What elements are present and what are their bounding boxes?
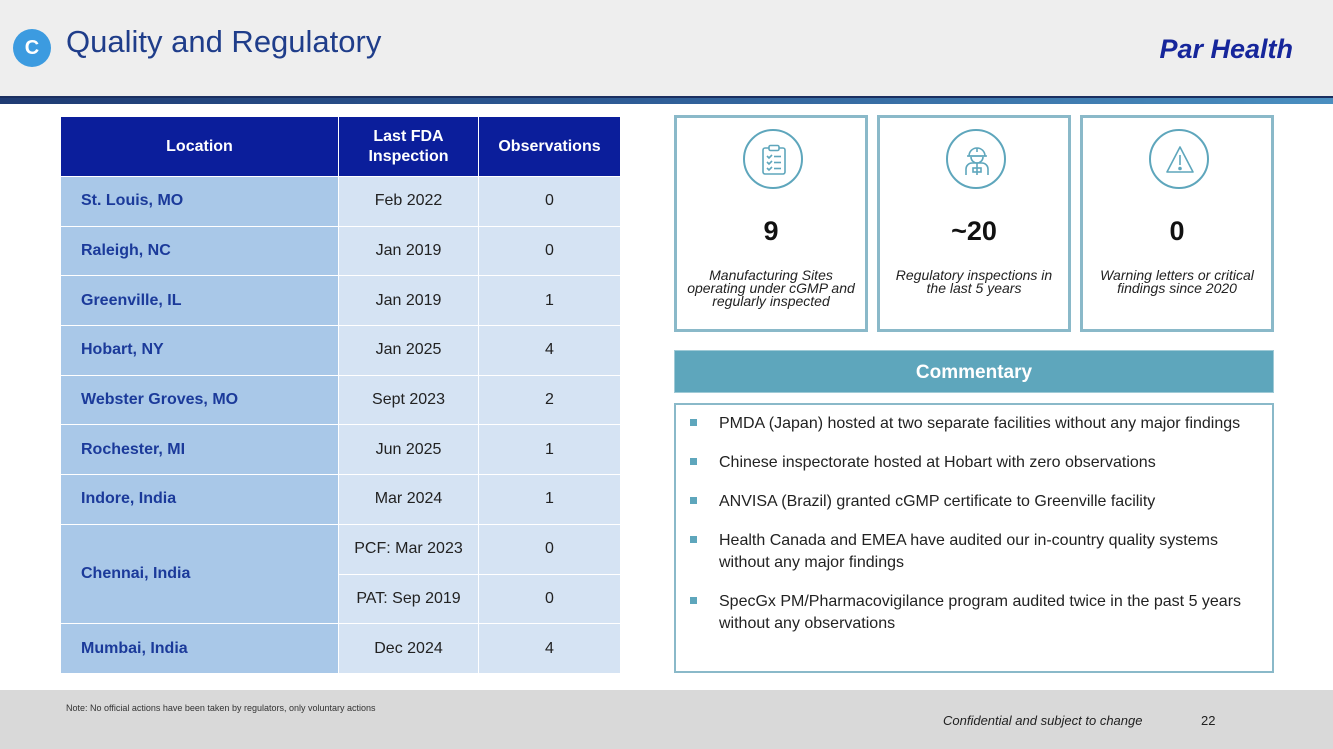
stat-value: ~20 <box>951 216 997 246</box>
list-item-text: ANVISA (Brazil) granted cGMP certificate… <box>719 493 1156 510</box>
location-cell: Webster Groves, MO <box>60 374 339 426</box>
observations-cell: 0 <box>478 176 621 227</box>
observations-cell: 1 <box>478 424 621 476</box>
column-header-location: Location <box>60 116 339 177</box>
inspection-cell: Dec 2024 <box>338 623 479 674</box>
brand-logo-text: Par Health <box>1159 34 1293 64</box>
location-cell: Raleigh, NC <box>60 225 339 277</box>
table-row: Chennai, India PCF: Mar 2023 0 <box>60 523 621 625</box>
table-row: Hobart, NY Jan 2025 4 <box>60 325 621 376</box>
table-row: Rochester, MI Jun 2025 1 <box>60 424 621 476</box>
warning-triangle-icon <box>1149 129 1209 189</box>
commentary-box: PMDA (Japan) hosted at two separate faci… <box>674 403 1274 673</box>
list-item-text: PMDA (Japan) hosted at two separate faci… <box>719 415 1241 432</box>
stat-caption: Manufacturing Sites operating under cGMP… <box>687 267 855 309</box>
stat-value: 0 <box>1169 216 1185 246</box>
clipboard-checklist-icon <box>743 129 803 189</box>
location-cell: St. Louis, MO <box>60 176 339 227</box>
inspection-cell: PCF: Mar 2023 <box>338 523 479 575</box>
inspection-cell: PAT: Sep 2019 <box>338 573 479 625</box>
page-title: Quality and Regulatory <box>66 24 382 59</box>
location-cell: Hobart, NY <box>60 325 339 376</box>
table-row: Mumbai, India Dec 2024 4 <box>60 623 621 674</box>
stat-caption: Regulatory inspections in the last 5 yea… <box>895 267 1053 296</box>
list-item: Health Canada and EMEA have audited our … <box>688 530 1263 574</box>
location-cell: Indore, India <box>60 474 339 525</box>
list-item: PMDA (Japan) hosted at two separate faci… <box>688 413 1263 435</box>
observations-cell: 0 <box>478 225 621 277</box>
footer-bar <box>0 690 1333 749</box>
column-header-observations: Observations <box>478 116 621 177</box>
inspection-cell: Jan 2019 <box>338 275 479 327</box>
table-header-row: Location Last FDA Inspection Observation… <box>60 116 621 177</box>
table-row: Greenville, IL Jan 2019 1 <box>60 275 621 327</box>
column-header-inspection: Last FDA Inspection <box>338 116 479 177</box>
location-cell: Mumbai, India <box>60 623 339 674</box>
observations-cell: 2 <box>478 374 621 426</box>
stat-card-sites: 9 Manufacturing Sites operating under cG… <box>674 115 868 332</box>
header-divider <box>0 96 1333 104</box>
list-item-text: SpecGx PM/Pharmacovigilance program audi… <box>719 593 1242 632</box>
list-item-text: Chinese inspectorate hosted at Hobart wi… <box>719 454 1156 471</box>
square-bullet-icon <box>690 497 697 504</box>
observations-cell: 0 <box>478 573 621 625</box>
inspection-cell: Jan 2025 <box>338 325 479 376</box>
square-bullet-icon <box>690 458 697 465</box>
header-divider-dark <box>0 96 1333 98</box>
observations-cell: 1 <box>478 474 621 525</box>
table-row: Webster Groves, MO Sept 2023 2 <box>60 374 621 426</box>
commentary-list: PMDA (Japan) hosted at two separate faci… <box>688 413 1263 652</box>
footnote: Note: No official actions have been take… <box>66 703 376 713</box>
square-bullet-icon <box>690 536 697 543</box>
observations-cell: 4 <box>478 623 621 674</box>
page-number: 22 <box>1201 713 1216 728</box>
stat-card-inspections: ~20 Regulatory inspections in the last 5… <box>877 115 1071 332</box>
list-item-text: Health Canada and EMEA have audited our … <box>719 532 1218 571</box>
square-bullet-icon <box>690 597 697 604</box>
section-badge: C <box>13 29 51 67</box>
commentary-title: Commentary <box>674 350 1274 393</box>
square-bullet-icon <box>690 419 697 426</box>
stat-caption: Warning letters or critical findings sin… <box>1100 267 1254 296</box>
location-cell: Chennai, India <box>60 523 339 625</box>
table-row: St. Louis, MO Feb 2022 0 <box>60 176 621 227</box>
observations-cell: 0 <box>478 523 621 575</box>
location-cell: Greenville, IL <box>60 275 339 327</box>
inspection-cell: Mar 2024 <box>338 474 479 525</box>
inspection-cell: Jan 2019 <box>338 225 479 277</box>
observations-cell: 4 <box>478 325 621 376</box>
inspection-cell: Feb 2022 <box>338 176 479 227</box>
inspection-table: Location Last FDA Inspection Observation… <box>60 116 621 674</box>
table-row: PAT: Sep 2019 0 <box>61 573 621 625</box>
table-row: Raleigh, NC Jan 2019 0 <box>60 225 621 277</box>
observations-cell: 1 <box>478 275 621 327</box>
list-item: SpecGx PM/Pharmacovigilance program audi… <box>688 591 1263 635</box>
list-item: Chinese inspectorate hosted at Hobart wi… <box>688 452 1263 474</box>
stat-value: 9 <box>763 216 779 246</box>
location-cell: Rochester, MI <box>60 424 339 476</box>
table-row: Indore, India Mar 2024 1 <box>60 474 621 525</box>
worker-hardhat-icon <box>946 129 1006 189</box>
stat-card-warnings: 0 Warning letters or critical findings s… <box>1080 115 1274 332</box>
confidential-notice: Confidential and subject to change <box>943 713 1143 728</box>
list-item: ANVISA (Brazil) granted cGMP certificate… <box>688 491 1263 513</box>
header-bar <box>0 0 1333 96</box>
inspection-cell: Jun 2025 <box>338 424 479 476</box>
inspection-cell: Sept 2023 <box>338 374 479 426</box>
